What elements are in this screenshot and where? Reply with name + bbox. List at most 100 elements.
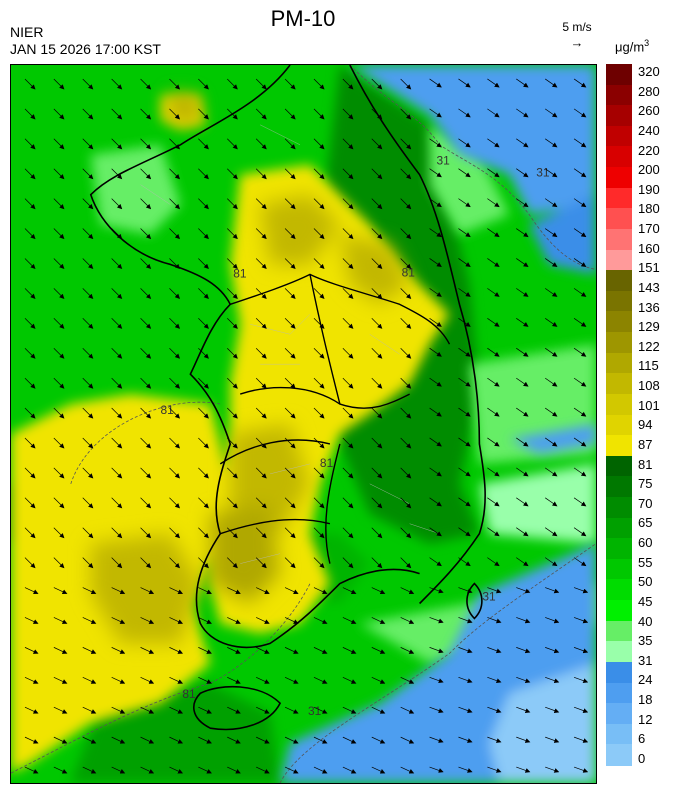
wind-arrow <box>256 706 270 714</box>
wind-arrow <box>516 766 531 773</box>
wind-arrow <box>198 736 212 744</box>
wind-arrow <box>53 736 68 744</box>
wind-arrow <box>140 78 152 90</box>
wind-arrow <box>82 318 94 329</box>
wind-arrow <box>111 647 126 654</box>
wind-arrow <box>111 676 126 684</box>
wind-arrow <box>429 587 444 594</box>
wind-arrow <box>24 347 36 359</box>
wind-arrow <box>111 288 123 299</box>
wind-arrow <box>313 108 325 120</box>
wind-arrow <box>169 766 184 774</box>
wind-arrow <box>111 377 123 389</box>
legend-tick-label: 18 <box>638 692 653 708</box>
wind-arrow <box>545 766 560 773</box>
wind-arrow <box>140 557 152 569</box>
wind-arrow <box>573 706 589 713</box>
wind-arrow <box>53 617 68 624</box>
wind-arrow <box>371 138 383 150</box>
wind-arrow <box>342 467 354 479</box>
wind-arrow <box>400 108 412 120</box>
legend-color-box <box>606 682 632 704</box>
wind-arrow <box>198 676 212 684</box>
wind-arrow <box>140 108 152 120</box>
wind-arrow <box>227 347 238 359</box>
wind-arrow <box>458 467 471 477</box>
wind-arrow <box>429 228 442 238</box>
legend-color-box <box>606 187 632 209</box>
legend-tick-label: 108 <box>638 378 660 394</box>
wind-arrow <box>284 168 296 180</box>
wind-arrow <box>24 647 39 654</box>
legend-color-box <box>606 146 632 168</box>
wind-arrow <box>516 347 529 357</box>
wind-arrow <box>313 228 325 240</box>
legend-color-box <box>606 744 632 766</box>
wind-arrow <box>313 198 325 210</box>
wind-arrow <box>111 706 126 714</box>
wind-arrow <box>313 587 328 595</box>
wind-arrow <box>573 347 587 357</box>
wind-arrow <box>342 437 354 449</box>
wind-arrow <box>140 647 155 654</box>
wind-arrow <box>573 437 587 447</box>
wind-arrow <box>24 736 39 744</box>
legend-tick-label: 24 <box>638 672 653 688</box>
wind-arrow <box>24 258 36 270</box>
wind-arrow <box>313 527 325 539</box>
wind-arrow <box>487 138 500 148</box>
wind-arrow <box>400 437 412 449</box>
wind-arrow <box>573 467 587 477</box>
wind-arrow <box>284 736 299 744</box>
legend-tick-label: 190 <box>638 181 660 197</box>
wind-arrow <box>24 676 39 684</box>
wind-arrow <box>53 78 65 90</box>
wind-arrow <box>371 198 383 210</box>
wind-arrow <box>140 676 155 684</box>
wind-arrow <box>544 347 558 357</box>
wind-arrow <box>256 587 270 595</box>
legend-color-box <box>606 496 632 519</box>
wind-arrow <box>487 467 500 477</box>
wind-arrow <box>82 108 94 120</box>
wind-arrow <box>342 647 357 654</box>
wind-arrow <box>227 377 238 389</box>
wind-arrow <box>169 138 181 150</box>
wind-arrow <box>545 617 560 624</box>
wind-arrow <box>256 647 270 654</box>
wind-arrow <box>313 347 325 359</box>
wind-arrow <box>227 318 238 329</box>
wind-arrow <box>400 467 412 479</box>
wind-arrow <box>284 497 296 509</box>
wind-arrow <box>487 557 500 567</box>
wind-arrow <box>400 407 412 419</box>
wind-reference-label: 5 m/s <box>562 20 592 34</box>
wind-arrow <box>342 766 357 774</box>
wind-arrow <box>82 347 94 359</box>
wind-arrow <box>82 527 94 539</box>
wind-arrow <box>24 78 36 90</box>
wind-arrow <box>169 647 184 654</box>
wind-arrow <box>53 527 65 539</box>
legend-color-box <box>606 455 632 477</box>
wind-arrow <box>342 288 354 299</box>
wind-arrow <box>198 407 209 419</box>
wind-arrow <box>458 736 473 743</box>
contour-label: 81 <box>160 403 174 417</box>
legend-tick-label: 75 <box>638 476 653 492</box>
wind-arrow <box>371 258 383 270</box>
wind-arrow <box>400 288 412 299</box>
wind-arrow <box>227 108 238 120</box>
wind-arrow <box>458 647 473 654</box>
wind-arrow <box>284 647 299 654</box>
legend-color-box <box>606 579 632 601</box>
wind-arrow <box>169 318 181 329</box>
wind-arrow <box>573 557 587 567</box>
wind-arrow <box>487 108 500 118</box>
wind-arrow <box>111 78 123 90</box>
wind-arrow <box>284 617 299 624</box>
wind-arrow <box>458 437 471 447</box>
wind-arrow <box>82 437 94 449</box>
legend-tick-label: 40 <box>638 613 653 629</box>
wind-arrow <box>24 617 39 624</box>
